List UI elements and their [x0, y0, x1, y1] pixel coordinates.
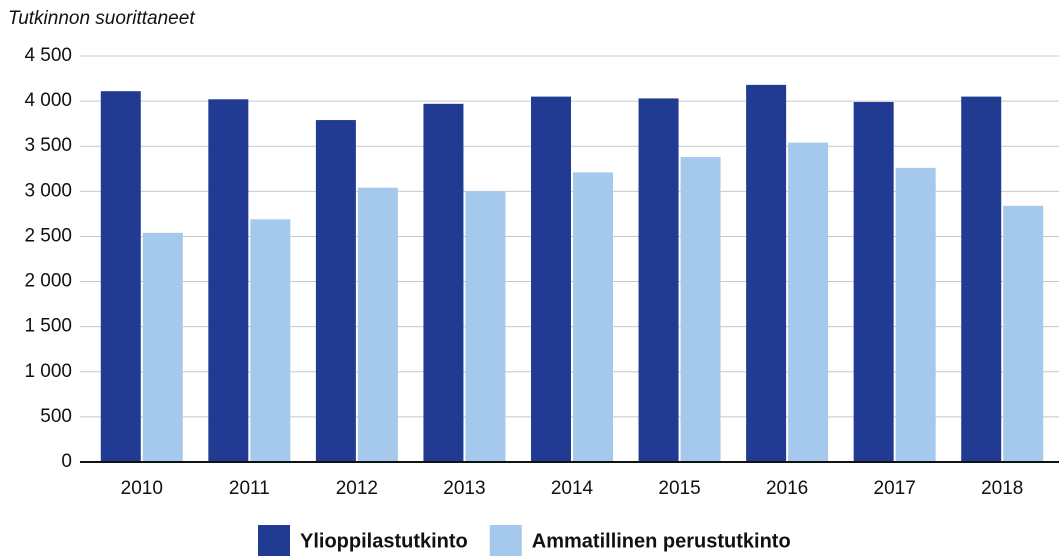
x-tick-label: 2015	[658, 478, 700, 499]
chart-title: Tutkinnon suorittaneet	[8, 8, 195, 29]
x-tick-label: 2013	[443, 478, 485, 499]
legend-label: Ammatillinen perustutkinto	[532, 530, 791, 552]
bar	[531, 96, 571, 462]
bar	[100, 91, 141, 462]
bar	[788, 142, 829, 462]
legend-swatch	[258, 525, 290, 556]
bar	[573, 172, 613, 463]
y-tick-label: 4 500	[24, 45, 72, 66]
x-tick-label: 2010	[121, 478, 163, 499]
legend-swatch	[489, 525, 522, 556]
y-tick-label: 2 000	[24, 271, 72, 292]
y-tick-label: 3 500	[24, 135, 72, 156]
bar	[961, 96, 1002, 462]
y-tick-label: 0	[61, 451, 72, 472]
x-tick-label: 2017	[874, 478, 916, 499]
bar	[680, 157, 721, 462]
y-tick-label: 4 000	[24, 90, 72, 111]
x-tick-label: 2016	[766, 478, 808, 499]
bar	[315, 120, 356, 463]
bar	[208, 99, 249, 462]
bar	[465, 191, 506, 463]
y-tick-label: 1 500	[24, 316, 72, 337]
bar	[638, 98, 679, 462]
legend-label: Ylioppilastutkinto	[300, 530, 468, 552]
x-tick-label: 2011	[229, 478, 270, 499]
bar	[895, 167, 936, 462]
bar	[357, 187, 398, 463]
bar	[746, 84, 787, 463]
y-tick-label: 1 000	[24, 361, 72, 382]
bar	[1003, 205, 1044, 462]
bar	[250, 219, 291, 462]
bar	[142, 232, 183, 462]
bar	[853, 102, 894, 462]
y-tick-label: 3 000	[24, 180, 72, 201]
x-tick-label: 2018	[981, 478, 1023, 499]
bar	[423, 103, 464, 462]
x-tick-label: 2014	[551, 478, 594, 499]
x-tick-label: 2012	[336, 478, 378, 499]
y-tick-label: 500	[40, 406, 72, 427]
y-tick-label: 2 500	[24, 225, 72, 246]
